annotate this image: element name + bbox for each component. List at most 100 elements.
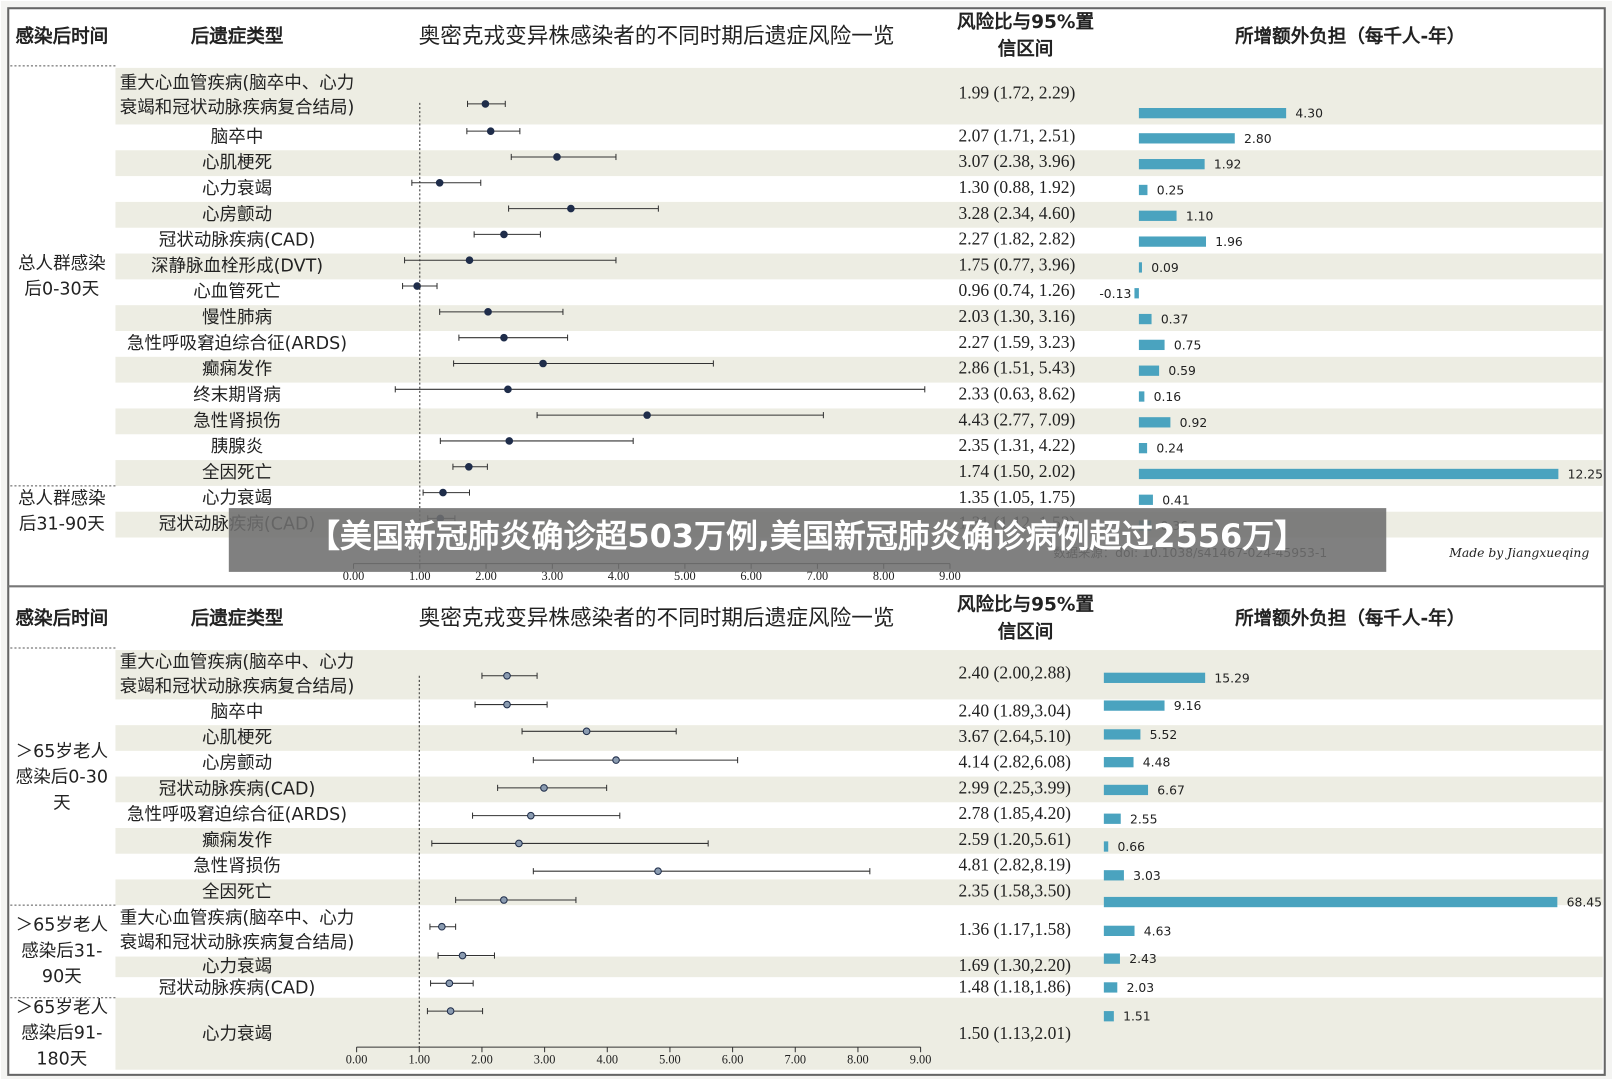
burden-label: 4.63 — [1144, 924, 1172, 938]
row-label: 慢性肺病 — [202, 307, 272, 328]
burden-bar — [1103, 1011, 1114, 1022]
burden-bar — [1138, 108, 1287, 119]
ci-label: 3.07 (2.38, 3.96) — [959, 151, 1076, 171]
row-label: 全因死亡 — [202, 882, 272, 902]
burden-bar — [1138, 262, 1142, 273]
burden-bar — [1134, 288, 1139, 299]
hr-point — [445, 979, 454, 988]
ci-label: 1.99 (1.72, 2.29) — [959, 83, 1076, 103]
row-shade — [115, 150, 1603, 177]
hr-point — [567, 204, 575, 213]
burden-bar — [1138, 468, 1559, 480]
burden-bar — [1103, 841, 1109, 852]
x-tick-label: 8.00 — [873, 569, 895, 583]
burden-label: 15.29 — [1214, 671, 1249, 685]
burden-label: 0.75 — [1174, 338, 1202, 352]
x-tick-label: 3.00 — [534, 1052, 556, 1066]
row-label: 脑卒中 — [211, 127, 264, 147]
row-label: 衰竭和冠状动脉疾病复合结局) — [120, 98, 355, 118]
hr-point — [465, 462, 473, 471]
hr-point — [505, 437, 514, 445]
row-label: 心力衰竭 — [202, 489, 272, 509]
ci-label: 1.48 (1.18,1.86) — [959, 976, 1072, 996]
x-tick-label: 2.00 — [471, 1052, 493, 1066]
hr-point — [527, 811, 535, 820]
burden-bar — [1103, 672, 1206, 683]
burden-bar — [1103, 813, 1121, 824]
row-label: 心房颤动 — [202, 205, 272, 225]
hr-point — [458, 951, 467, 960]
group-label: 总人群感染 — [18, 489, 106, 509]
burden-bar — [1138, 443, 1148, 454]
x-tick-label: 5.00 — [674, 569, 696, 583]
hr-point — [612, 756, 620, 764]
burden-bar — [1138, 313, 1152, 325]
burden-label: -0.13 — [1099, 287, 1131, 301]
group-label: 后31-90天 — [19, 515, 105, 535]
row-label: 急性肾损伤 — [193, 857, 281, 877]
ci-label: 3.28 (2.34, 4.60) — [959, 203, 1076, 223]
burden-bar — [1103, 700, 1165, 711]
x-tick-label: 1.00 — [408, 1052, 430, 1066]
row-label: 心力衰竭 — [202, 179, 272, 199]
hr-point — [654, 867, 662, 876]
burden-label: 0.09 — [1151, 261, 1179, 275]
burden-label: 2.80 — [1244, 132, 1272, 146]
header-type: 后遗症类型 — [191, 26, 284, 48]
hr-point — [503, 700, 511, 709]
burden-bar — [1138, 417, 1171, 428]
row-label: 心力衰竭 — [202, 957, 272, 977]
burden-label: 0.37 — [1161, 313, 1189, 327]
burden-label: 0.66 — [1117, 840, 1145, 854]
burden-label: 0.24 — [1156, 442, 1184, 456]
burden-bar — [1103, 729, 1141, 740]
ci-label: 4.43 (2.77, 7.09) — [959, 409, 1076, 429]
burden-bar — [1103, 953, 1120, 964]
row-label: 心血管死亡 — [193, 282, 281, 302]
row-shade — [115, 408, 1603, 435]
row-label: 胰腺炎 — [211, 437, 264, 457]
hr-point — [540, 784, 548, 792]
burden-bar — [1138, 159, 1205, 170]
burden-label: 2.03 — [1127, 981, 1155, 995]
row-shade — [115, 201, 1603, 228]
burden-bar — [1138, 391, 1145, 402]
row-label: 终末期肾病 — [193, 385, 281, 405]
burden-label: 2.43 — [1129, 952, 1157, 966]
header-title: 奥密克戎变异株感染者的不同时期后遗症风险一览 — [419, 606, 895, 631]
burden-label: 6.67 — [1157, 783, 1185, 797]
row-shade — [115, 650, 1603, 700]
hr-point — [484, 308, 492, 316]
row-label: 心房颤动 — [202, 754, 272, 774]
x-tick-label: 0.00 — [346, 1052, 368, 1066]
x-tick-label: 0.00 — [343, 569, 365, 583]
ci-label: 2.40 (1.89,3.04) — [959, 700, 1072, 720]
hr-point — [500, 333, 508, 342]
row-shade — [115, 305, 1603, 331]
burden-bar — [1103, 925, 1135, 936]
hr-point — [503, 671, 511, 680]
x-tick-label: 6.00 — [722, 1052, 744, 1066]
x-tick-label: 4.00 — [608, 569, 630, 583]
ci-label: 4.81 (2.82,8.19) — [959, 855, 1072, 875]
hr-point — [481, 100, 490, 108]
burden-label: 12.25 — [1568, 468, 1603, 482]
ci-label: 2.40 (2.00,2.88) — [959, 663, 1072, 683]
hr-point — [446, 1007, 455, 1015]
header-period: 感染后时间 — [16, 26, 109, 48]
ci-label: 1.30 (0.88, 1.92) — [959, 177, 1076, 197]
ci-label: 1.74 (1.50, 2.02) — [959, 461, 1076, 481]
row-shade — [115, 828, 1603, 854]
ci-label: 1.50 (1.13,2.01) — [959, 1023, 1072, 1043]
row-shade — [115, 253, 1603, 280]
ci-label: 2.27 (1.82, 2.82) — [959, 229, 1076, 249]
header-period: 感染后时间 — [16, 608, 109, 630]
row-label: 急性呼吸窘迫综合征(ARDS) — [127, 805, 347, 825]
row-label: 脑卒中 — [211, 702, 264, 722]
header-hr: 风险比与95%置 — [957, 593, 1094, 615]
group-label: 总人群感染 — [18, 254, 106, 274]
row-shade — [115, 956, 1603, 978]
row-label: 心肌梗死 — [202, 153, 272, 173]
x-tick-label: 7.00 — [807, 569, 829, 583]
